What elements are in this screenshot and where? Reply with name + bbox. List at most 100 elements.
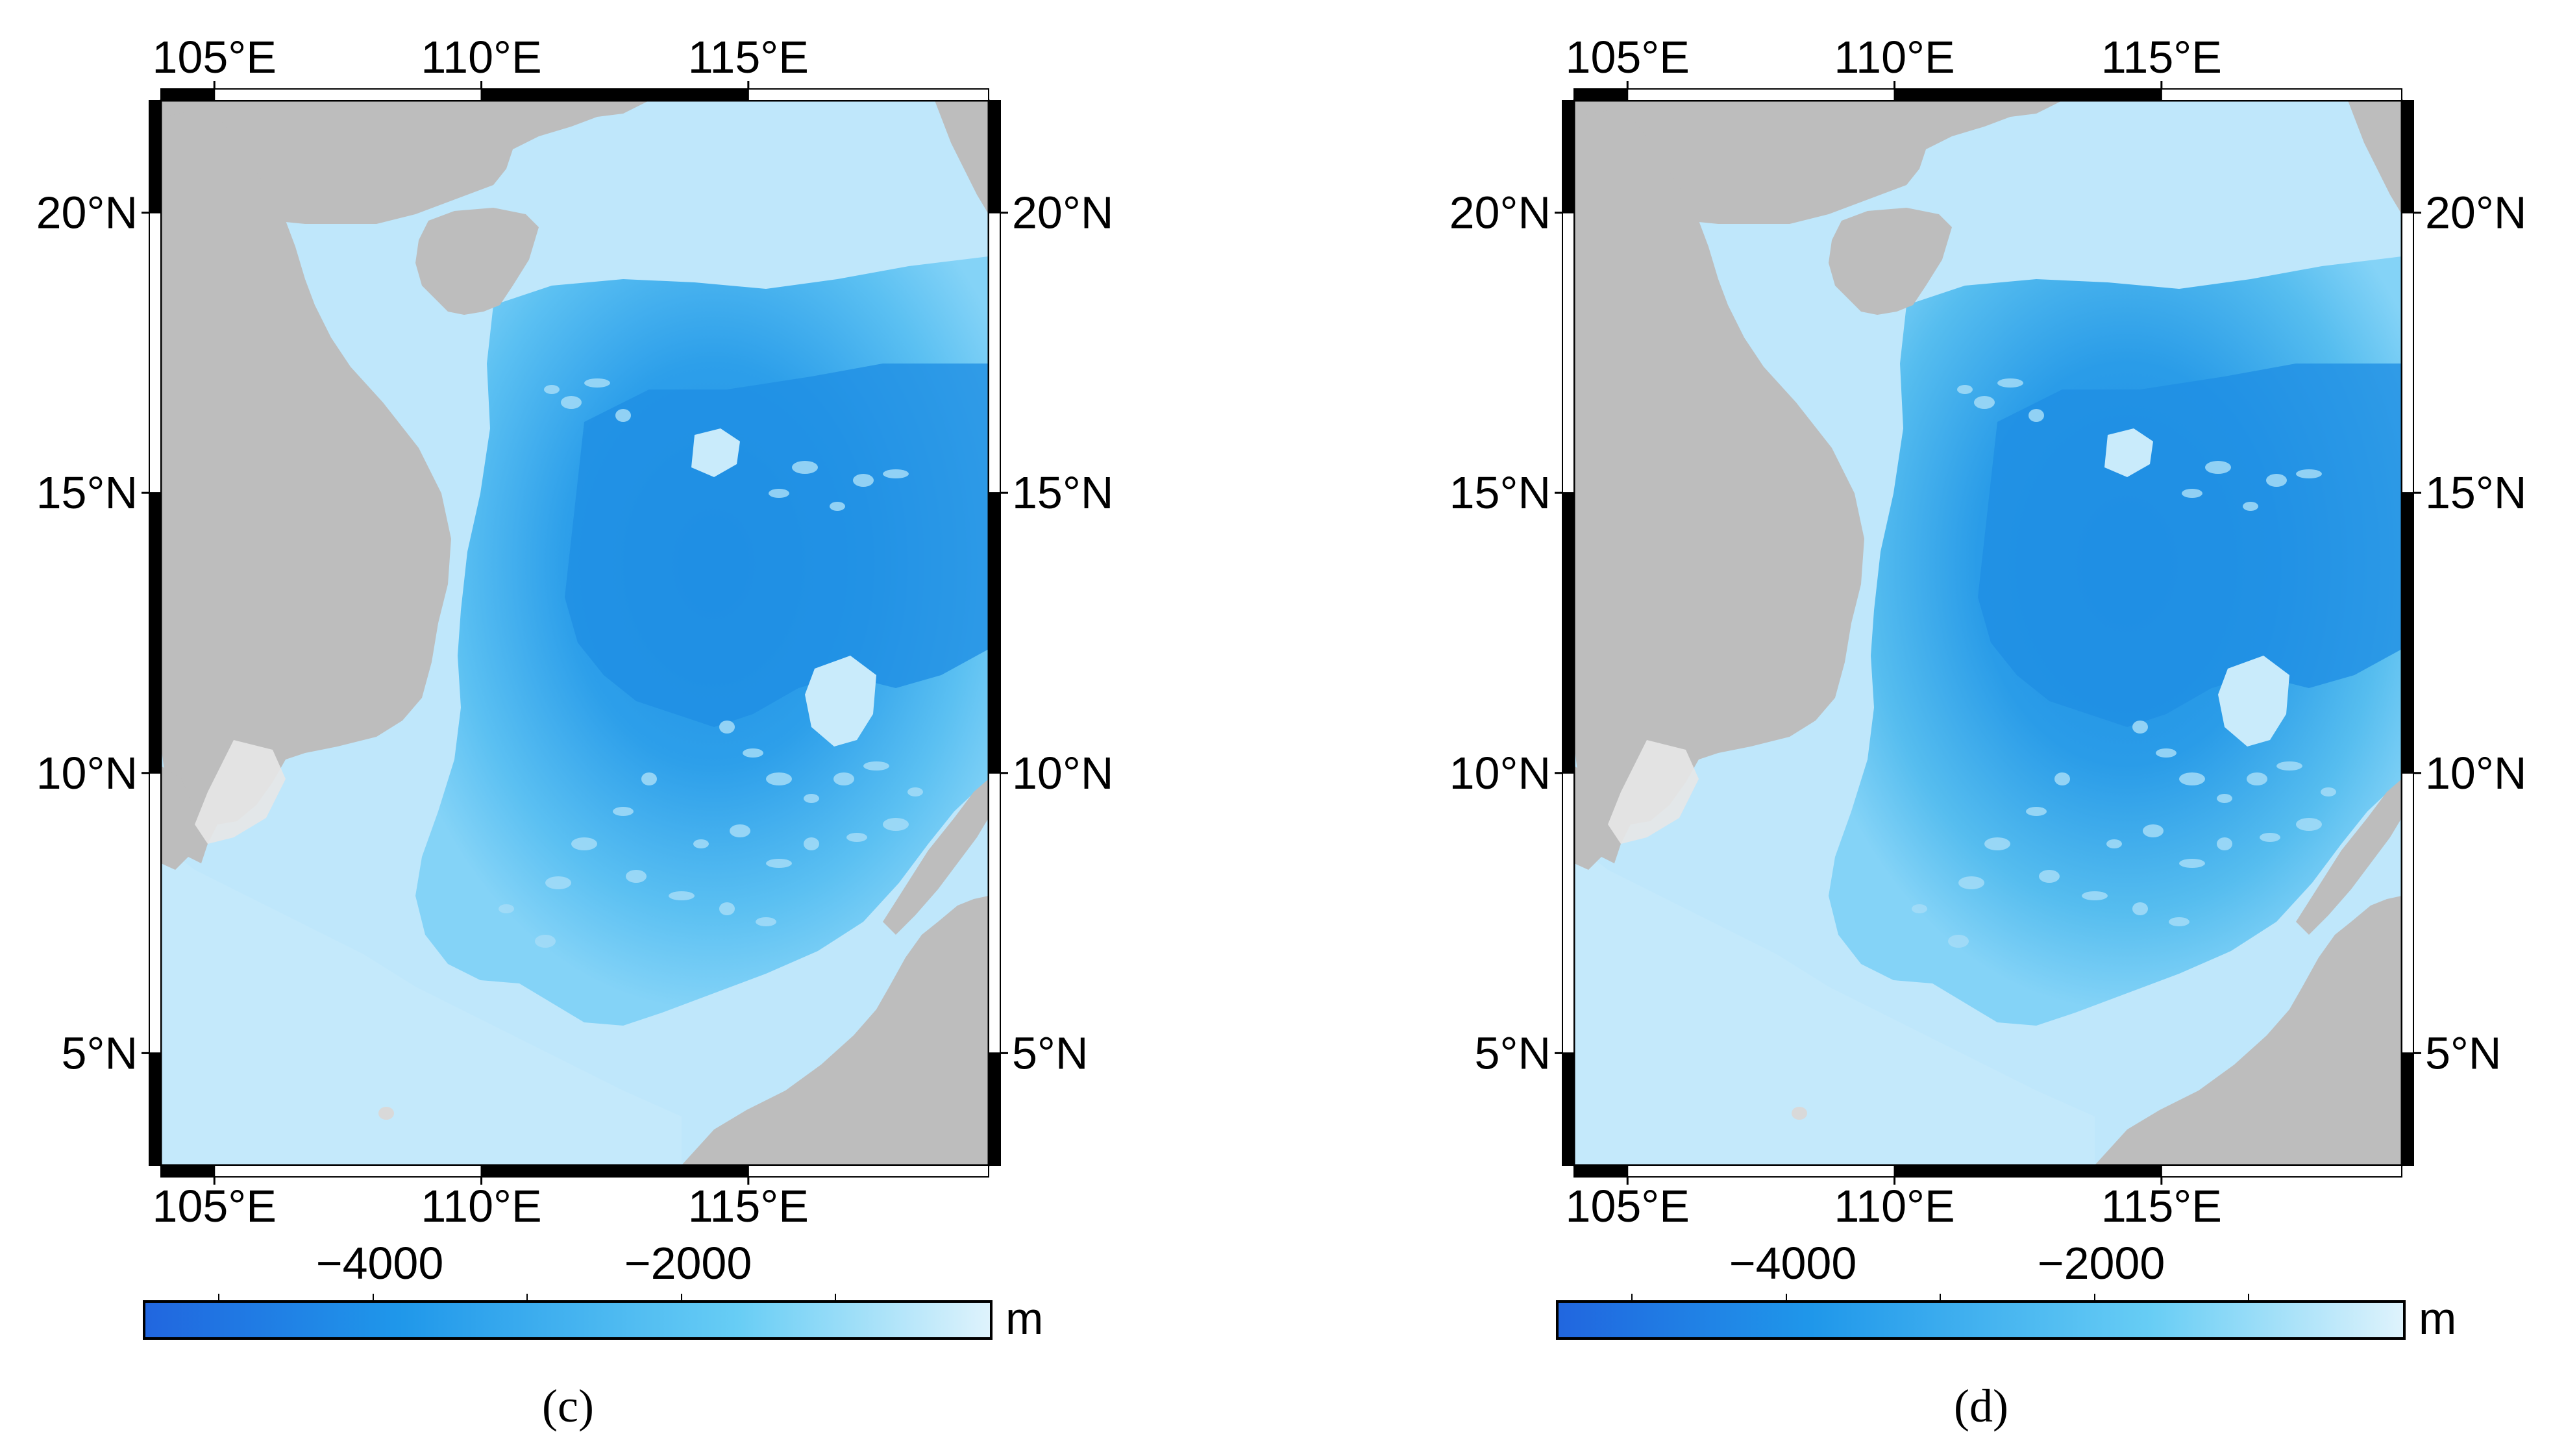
tick-label-top: 105°E — [1566, 32, 1690, 82]
tick-label-left: 20°N — [36, 188, 138, 238]
map-area — [161, 101, 989, 1165]
seamount — [584, 378, 610, 388]
seamount — [2260, 833, 2280, 842]
seamount — [615, 409, 631, 422]
colorbar-unit: m — [2419, 1293, 2456, 1344]
tick-label-bottom: 115°E — [2101, 1181, 2222, 1231]
seamount — [769, 489, 789, 498]
panels-layer: 105°E 105°E 110°E 110°E 115°E 115°E 20°N 20°N 15… — [36, 32, 2527, 1432]
island — [1792, 1107, 1807, 1120]
seamount-plateau — [691, 428, 740, 477]
mekong-delta — [195, 740, 286, 844]
seamount — [833, 772, 854, 785]
seamount — [756, 917, 776, 926]
seamount — [883, 818, 909, 831]
island — [378, 1107, 394, 1120]
seamount — [1997, 378, 2023, 388]
colorbar-tick-label: −2000 — [624, 1238, 752, 1289]
map-panel-c: 105°E 105°E 110°E 110°E 115°E 115°E 20°N 20°N 15… — [36, 32, 1114, 1432]
frame-segment-right — [988, 1052, 1001, 1166]
tick-label-left: 15°N — [36, 467, 138, 518]
seamount — [2143, 824, 2164, 837]
land-luzon — [935, 101, 989, 214]
tick-label-bottom: 115°E — [688, 1181, 809, 1231]
map-panel-d: 105°E 105°E 110°E 110°E 115°E 115°E 20°N 20°N 15… — [1449, 32, 2527, 1432]
seamount — [2169, 917, 2189, 926]
seamount — [2217, 794, 2232, 803]
tick-label-bottom: 105°E — [1566, 1181, 1690, 1231]
seamount — [641, 772, 657, 785]
seamount — [830, 502, 845, 511]
tick-label-top: 115°E — [2101, 32, 2222, 82]
frame-segment-right — [2401, 100, 2414, 214]
frame-segment-bottom — [214, 1165, 482, 1178]
seamount — [561, 396, 582, 409]
frame-segment-top — [1893, 88, 2162, 101]
frame-segment-left — [149, 492, 162, 774]
tick-label-right: 15°N — [1012, 467, 1113, 518]
seamount — [846, 833, 867, 842]
frame-segment-left — [1562, 1052, 1575, 1166]
land-palawan — [2296, 779, 2402, 935]
frame-segment-bottom — [1893, 1165, 2162, 1178]
seamount — [2132, 902, 2148, 915]
seamount — [535, 935, 556, 948]
frame-segment-right — [2401, 772, 2414, 1054]
land-borneo — [682, 896, 989, 1165]
tick-label-right: 20°N — [1012, 188, 1113, 238]
tick-label-left: 5°N — [62, 1028, 138, 1078]
frame-segment-right — [2401, 212, 2414, 494]
seamount — [804, 794, 819, 803]
frame-segment-top — [160, 88, 216, 101]
frame-segment-top — [214, 88, 482, 101]
tick-label-right: 10°N — [2425, 748, 2526, 798]
seamount — [792, 461, 818, 474]
southern-shelf — [161, 844, 682, 1165]
mekong-delta — [1608, 740, 1699, 844]
seamount — [2054, 772, 2070, 785]
tick-label-bottom: 110°E — [1834, 1181, 1955, 1231]
colorbar-tick-label: −2000 — [2038, 1238, 2165, 1289]
tick-label-left: 10°N — [36, 748, 138, 798]
frame-segment-top — [747, 88, 990, 101]
tick-label-top: 110°E — [1834, 32, 1955, 82]
seamount — [883, 469, 909, 478]
land-indochina — [1574, 110, 1864, 863]
panel-caption: (d) — [1954, 1380, 2008, 1432]
seamount — [693, 839, 709, 848]
frame-segment-bottom — [1627, 1165, 1895, 1178]
frame-segment-bottom — [2160, 1165, 2402, 1178]
seamount — [544, 385, 560, 394]
tick-label-right: 5°N — [1012, 1028, 1088, 1078]
seamount — [853, 474, 874, 487]
southern-shelf — [1574, 844, 2095, 1165]
seamount — [2243, 502, 2258, 511]
land-palawan — [883, 779, 989, 935]
seamount — [1958, 876, 1984, 889]
seamount — [2082, 891, 2108, 900]
tick-label-left: 15°N — [1449, 467, 1551, 518]
tick-label-right: 5°N — [2425, 1028, 2501, 1078]
seamount — [1912, 904, 1927, 913]
seamount-plateau — [805, 656, 876, 747]
seamount — [2321, 787, 2336, 796]
frame-segment-left — [149, 772, 162, 1054]
seamount — [2039, 870, 2060, 883]
tick-label-left: 10°N — [1449, 748, 1551, 798]
abyssal-plain — [1978, 364, 2402, 727]
seamount — [766, 859, 792, 868]
map-area — [1574, 101, 2402, 1165]
land-hainan — [415, 208, 539, 315]
land-china — [161, 101, 649, 338]
frame-segment-left — [149, 1052, 162, 1166]
seamount — [613, 807, 634, 816]
colorbar: −4000 −2000 m — [143, 1238, 1043, 1344]
seamount — [2266, 474, 2287, 487]
seamount — [499, 904, 514, 913]
frame-segment-top — [2160, 88, 2402, 101]
land-china — [1574, 101, 2062, 338]
seamount — [2182, 489, 2202, 498]
tick-label-top: 105°E — [153, 32, 277, 82]
